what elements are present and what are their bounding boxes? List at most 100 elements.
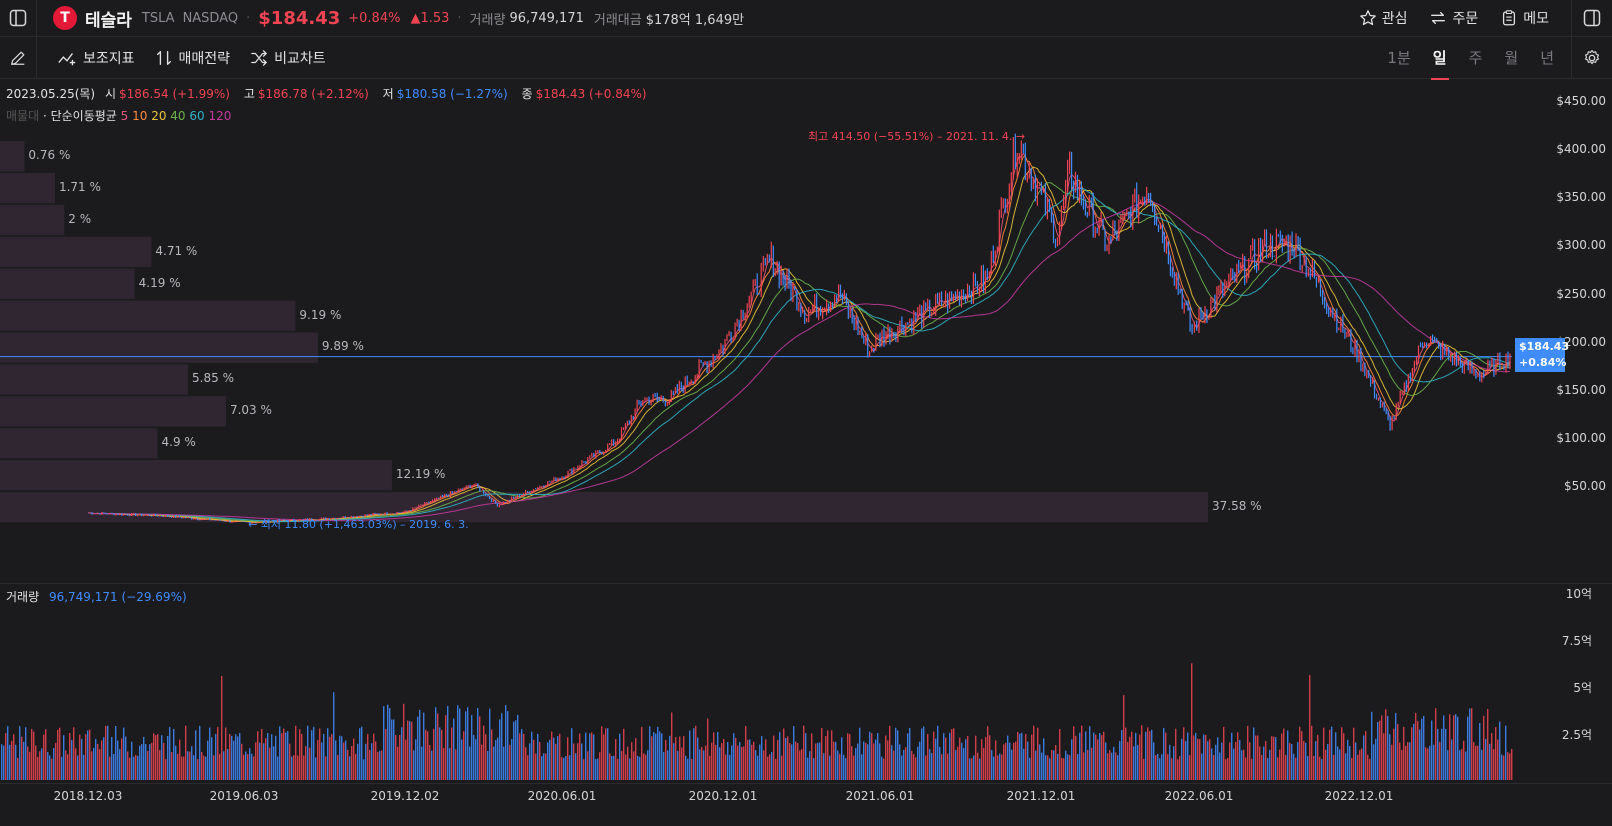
memo-button[interactable]: 메모 bbox=[1500, 8, 1549, 28]
volume-bar bbox=[909, 727, 911, 780]
volume-bar bbox=[431, 750, 433, 780]
volume-bar bbox=[1377, 722, 1379, 780]
volume-bar bbox=[935, 738, 937, 780]
volume-bar bbox=[1313, 756, 1315, 780]
volume-bar bbox=[485, 734, 487, 780]
volume-bar bbox=[179, 739, 181, 780]
compare-button[interactable]: 비교차트 bbox=[250, 48, 326, 68]
volume-bar bbox=[195, 730, 197, 780]
volume-bar bbox=[475, 739, 477, 780]
volume-bar bbox=[63, 735, 65, 780]
volume-bar bbox=[857, 743, 859, 780]
tab-month[interactable]: 월 bbox=[1504, 49, 1519, 67]
strategy-button[interactable]: 매매전략 bbox=[155, 48, 230, 68]
volume-bar bbox=[1115, 752, 1117, 780]
volume-bar bbox=[605, 728, 607, 780]
volume-bar bbox=[3, 745, 5, 780]
volume-bar bbox=[181, 756, 183, 780]
volume-bar bbox=[385, 729, 387, 780]
volume-bar bbox=[293, 755, 295, 780]
volume-bar bbox=[559, 733, 561, 780]
volume-bar bbox=[1397, 723, 1399, 780]
volume-bar bbox=[91, 751, 93, 780]
price-chart[interactable] bbox=[0, 78, 1612, 582]
volume-bar bbox=[587, 751, 589, 780]
volume-bar bbox=[513, 721, 515, 780]
volume-bar bbox=[215, 734, 217, 780]
volume-bar bbox=[7, 726, 9, 780]
volume-bar bbox=[915, 757, 917, 780]
volume-bar bbox=[789, 743, 791, 780]
volume-bar bbox=[135, 754, 137, 780]
volume-bar bbox=[1201, 753, 1203, 780]
volume-bar bbox=[991, 750, 993, 780]
volume-bar bbox=[497, 737, 499, 780]
volume-bar bbox=[437, 713, 439, 780]
volume-bar bbox=[129, 757, 131, 780]
volume-profile-label: 37.58 % bbox=[1212, 498, 1262, 513]
volume-bar bbox=[1153, 742, 1155, 780]
volume-bar bbox=[1363, 735, 1365, 780]
volume-bar bbox=[409, 721, 411, 780]
side-panel-toggle-button[interactable] bbox=[1571, 0, 1612, 36]
close-label: 종 bbox=[521, 87, 533, 101]
volume-bar bbox=[631, 742, 633, 780]
volume-bar bbox=[1147, 727, 1149, 780]
drawing-tool-button[interactable] bbox=[0, 37, 37, 78]
volume-profile-bar bbox=[0, 364, 189, 395]
tab-day[interactable]: 일 bbox=[1430, 49, 1449, 80]
volume-bar bbox=[1427, 748, 1429, 780]
chart-settings-button[interactable] bbox=[1571, 37, 1612, 78]
volume-bar bbox=[875, 739, 877, 780]
volume-bar bbox=[705, 745, 707, 780]
volume-bar bbox=[823, 753, 825, 780]
volume-bar bbox=[993, 756, 995, 780]
volume-profile-label: 2 % bbox=[68, 211, 92, 226]
tab-year[interactable]: 년 bbox=[1540, 49, 1554, 67]
volume-bar bbox=[1055, 745, 1057, 780]
volume-bar bbox=[23, 741, 25, 780]
volume-bar bbox=[1309, 675, 1311, 780]
volume-bar bbox=[1331, 726, 1333, 780]
volume-bar bbox=[231, 735, 233, 780]
order-button[interactable]: 주문 bbox=[1429, 8, 1478, 28]
volume-bar bbox=[1125, 727, 1127, 780]
volume-chart[interactable] bbox=[0, 584, 1612, 784]
volume-bar bbox=[257, 731, 259, 780]
watch-button[interactable]: 관심 bbox=[1359, 8, 1408, 28]
volume-bar bbox=[59, 727, 61, 780]
pane-divider[interactable] bbox=[0, 583, 1612, 584]
tab-week[interactable]: 주 bbox=[1468, 49, 1483, 67]
volume-bar bbox=[283, 728, 285, 780]
volume-bar bbox=[1191, 663, 1193, 780]
volume-bar bbox=[937, 725, 939, 780]
volume-bar bbox=[1457, 716, 1459, 780]
volume-bar bbox=[443, 748, 445, 780]
volume-bar bbox=[1045, 755, 1047, 780]
volume-bar bbox=[1029, 757, 1031, 780]
date-axis-label: 2019.06.03 bbox=[209, 789, 279, 803]
stock-name: 테슬라 bbox=[85, 10, 132, 31]
volume-bar bbox=[1505, 725, 1507, 780]
indicators-button[interactable]: 보조지표 bbox=[57, 48, 135, 68]
volume-bar bbox=[1081, 725, 1083, 780]
volume-bar bbox=[1287, 730, 1289, 780]
volume-bar bbox=[375, 741, 377, 780]
volume-bar bbox=[715, 744, 717, 780]
exchange-name: NASDAQ bbox=[182, 10, 239, 26]
sidebar-toggle-button[interactable] bbox=[0, 0, 37, 36]
volume-bar bbox=[1129, 736, 1131, 780]
volume-bar bbox=[847, 733, 849, 780]
tab-1min[interactable]: 1분 bbox=[1387, 49, 1411, 67]
ma-period-5: 5 bbox=[120, 109, 129, 123]
volume-bar bbox=[635, 738, 637, 780]
volume-bar bbox=[611, 756, 613, 780]
volume-bar bbox=[315, 757, 317, 780]
volume-bar bbox=[521, 729, 523, 780]
volume-bar bbox=[327, 728, 329, 780]
watch-label: 관심 bbox=[1381, 11, 1408, 27]
volume-bar bbox=[967, 736, 969, 780]
volume-bar bbox=[1159, 758, 1161, 780]
volume-bar bbox=[1371, 711, 1373, 780]
volume-bar bbox=[1019, 733, 1021, 780]
